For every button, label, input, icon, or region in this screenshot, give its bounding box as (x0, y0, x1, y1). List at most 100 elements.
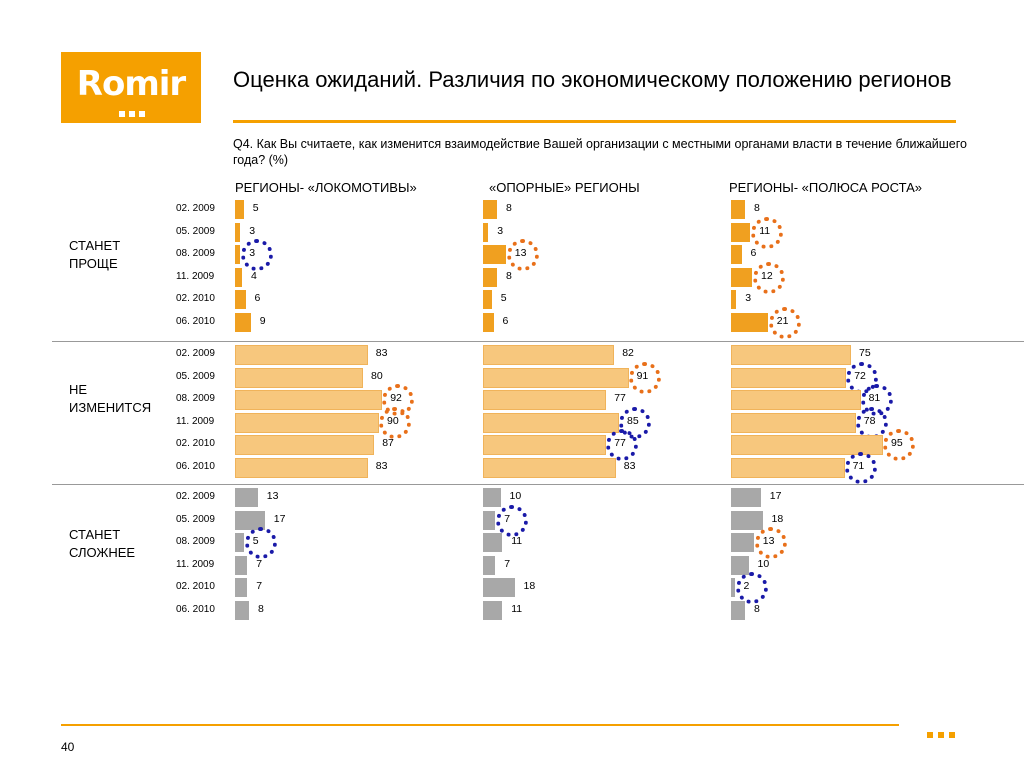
bar-value-label: 11 (511, 535, 523, 548)
bar-value-label: 17 (769, 490, 782, 502)
bar (235, 313, 251, 332)
highlight-circle-orange (753, 261, 785, 294)
bar (731, 412, 856, 433)
bar (235, 367, 363, 388)
bar (731, 222, 751, 242)
bar (235, 458, 368, 478)
logo-text: Romir (76, 64, 186, 104)
bar-value-label: 7 (256, 580, 263, 593)
bar (483, 458, 616, 478)
row-date-label: 02. 2010 (176, 293, 215, 305)
bar (235, 435, 375, 456)
bar-value-label: 10 (509, 490, 522, 502)
bar-value-label: 3 (745, 292, 752, 305)
bar (483, 222, 489, 242)
bar (483, 267, 497, 287)
bar (483, 578, 515, 598)
highlight-circle-blue (496, 504, 529, 537)
highlight-circle-blue (844, 452, 877, 484)
bar (731, 578, 735, 598)
bar (235, 412, 379, 433)
bar (483, 245, 506, 265)
bar (731, 601, 745, 620)
bar (731, 367, 847, 388)
row-date-label: 05. 2009 (176, 513, 215, 525)
row-date-label: 02. 2010 (176, 438, 215, 450)
row-date-label: 06. 2010 (176, 604, 215, 615)
bar-value-label: 75 (859, 347, 871, 359)
bar (235, 533, 244, 553)
bar (483, 390, 607, 411)
bar (235, 290, 246, 310)
bar (483, 533, 503, 553)
highlight-circle-orange (754, 527, 787, 560)
column-header-2: «ОПОРНЫЕ» РЕГИОНЫ (489, 180, 640, 195)
highlight-circle-orange (628, 361, 661, 394)
bar-value-label: 77 (614, 392, 626, 405)
bar (483, 345, 615, 365)
bar-value-label: 5 (252, 202, 259, 214)
bar (235, 488, 258, 507)
highlight-circle-blue (244, 527, 277, 560)
bar (483, 200, 497, 219)
bar-value-label: 8 (258, 603, 264, 615)
bar-value-label: 8 (754, 202, 760, 214)
bar (731, 267, 752, 287)
bar (483, 412, 619, 433)
bar (483, 313, 494, 332)
romir-logo: Romir (61, 52, 201, 123)
bar-value-label: 3 (497, 224, 504, 237)
bar (235, 601, 249, 620)
bar (483, 510, 496, 530)
highlight-circle-orange (379, 406, 411, 439)
highlight-circle-orange (506, 239, 539, 272)
bar-value-label: 10 (757, 557, 770, 570)
row-date-label: 08. 2009 (176, 536, 215, 548)
bar (731, 245, 742, 265)
bar (235, 555, 248, 575)
bar (235, 345, 368, 365)
bar (731, 345, 851, 365)
group-label-2: НЕ ИЗМЕНИТСЯ (69, 382, 152, 415)
bar-value-label: 83 (375, 460, 388, 472)
bar (731, 555, 749, 575)
bar-value-label: 9 (259, 315, 266, 327)
title-divider (233, 120, 956, 123)
column-header-1: РЕГИОНЫ- «ЛОКОМОТИВЫ» (235, 180, 417, 195)
row-date-label: 08. 2009 (176, 393, 215, 405)
bar (731, 458, 845, 478)
bar-value-label: 11 (511, 603, 523, 615)
bar (731, 290, 737, 310)
bar-value-label: 8 (506, 269, 512, 282)
bar (483, 555, 496, 575)
bar (731, 200, 745, 219)
bar (731, 510, 763, 530)
logo-dots (119, 104, 149, 117)
footer-divider (61, 724, 899, 726)
bar (235, 390, 383, 411)
row-date-label: 08. 2009 (176, 248, 215, 260)
row-date-label: 11. 2009 (176, 270, 215, 282)
bar-value-label: 4 (251, 269, 257, 282)
row-date-label: 05. 2009 (176, 225, 215, 237)
group-label-1: СТАНЕТ ПРОЩЕ (69, 238, 121, 271)
bar-value-label: 6 (502, 315, 509, 327)
row-date-label: 06. 2010 (176, 316, 215, 327)
group-separator-1 (52, 341, 1024, 342)
bar (235, 578, 248, 598)
bar-value-label: 8 (506, 202, 512, 214)
row-date-label: 11. 2009 (176, 558, 215, 570)
bar-value-label: 83 (375, 347, 388, 359)
bar-value-label: 3 (249, 224, 256, 237)
row-date-label: 02. 2010 (176, 581, 215, 593)
highlight-circle-blue (606, 429, 639, 462)
bar (483, 488, 501, 507)
highlight-circle-orange (883, 429, 915, 462)
bar (235, 222, 241, 242)
bar-value-label: 7 (504, 557, 511, 570)
row-date-label: 06. 2010 (176, 461, 215, 472)
bar (483, 290, 492, 310)
bar (235, 200, 244, 219)
bar-value-label: 13 (266, 490, 279, 502)
bar (235, 245, 241, 265)
